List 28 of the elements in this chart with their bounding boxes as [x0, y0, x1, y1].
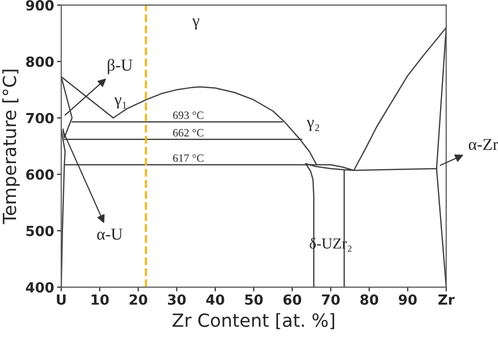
x-tick-label: 60 — [283, 294, 302, 305]
annotation: 693 °C — [173, 111, 204, 119]
y-tick-label: 700 — [26, 112, 54, 124]
x-tick-label: 20 — [130, 294, 148, 305]
annotation: γ₁ — [114, 97, 126, 109]
x-tick-label: 90 — [398, 294, 417, 305]
y-tick-label: 400 — [26, 282, 54, 293]
text: α-Zr — [468, 138, 498, 150]
annotation: 662 °C — [173, 128, 204, 136]
x-tick-label: 30 — [168, 294, 186, 305]
x-axis-title: Zr Content [at. %] — [172, 313, 334, 330]
annotation: β-U — [108, 58, 132, 74]
x-tick-label: Zr — [438, 294, 455, 305]
x-tick-label: 50 — [245, 294, 263, 305]
y-tick-label: 500 — [26, 226, 54, 236]
y-tick-label: 800 — [26, 56, 54, 67]
x-tick-label: 40 — [206, 294, 224, 305]
annotation: γ₂ — [306, 120, 320, 132]
x-tick-label: 10 — [92, 294, 109, 305]
y-tick-label: 900 — [26, 0, 54, 11]
y-axis-title: Temperature [°C] — [2, 70, 20, 224]
annotation: γ — [192, 18, 200, 30]
x-tick-label: 80 — [360, 294, 378, 305]
x-tick-label: U — [56, 294, 66, 305]
y-tick-label: 600 — [26, 169, 54, 180]
x-tick-label: 70 — [322, 294, 340, 305]
annotation: 617 °C — [173, 154, 204, 162]
annotation: α-U — [97, 228, 122, 240]
